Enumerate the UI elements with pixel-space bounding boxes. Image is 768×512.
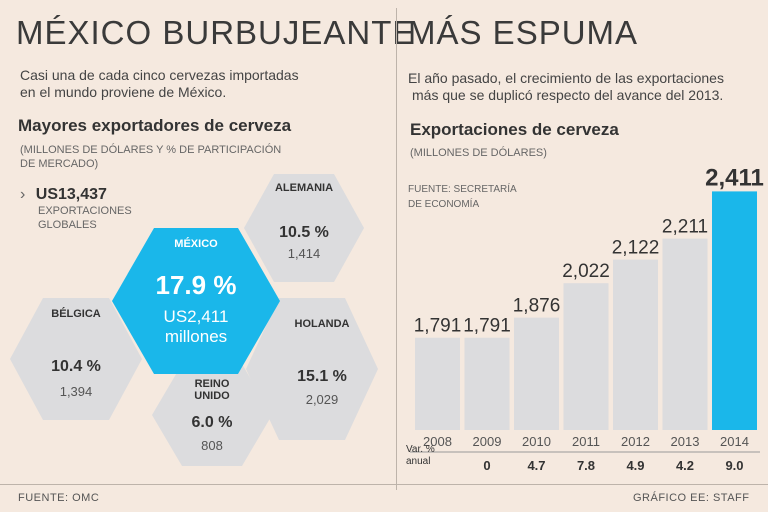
holanda-info: HOLANDA 15.1 % 2,029 [246, 318, 398, 407]
var-label: Var. % anual [406, 444, 435, 468]
global-exports-block: › US13,437 EXPORTACIONES GLOBALES [20, 186, 132, 232]
mexico-value: US2,411 [163, 307, 229, 326]
belgica-pct: 10.4 % [51, 358, 101, 375]
bar-2014 [712, 191, 757, 430]
alemania-pct: 10.5 % [279, 224, 329, 241]
x-tick-label-2010: 2010 [522, 434, 551, 449]
mexico-name: MÉXICO [174, 238, 218, 250]
x-tick-label-2008: 2008 [423, 434, 452, 449]
bar-value-label-2008: 1,791 [414, 316, 462, 337]
graphic-credit: GRÁFICO EE: STAFF [633, 492, 750, 504]
chart-source: FUENTE: SECRETARÍA DE ECONOMÍA [408, 182, 517, 212]
bar-chart: 1,791 2008 1,791 2009 0 1,876 2010 4.7 2,022 2011… [410, 164, 764, 473]
annual-change-2014: 9.0 [725, 458, 743, 473]
chart-title: Exportaciones de cerveza [410, 120, 619, 139]
belgica-info: BÉLGICA 10.4 % 1,394 [10, 308, 142, 399]
annual-change-2013: 4.2 [676, 458, 694, 473]
bar-value-label-2010: 1,876 [513, 296, 561, 317]
bar-value-label-2013: 2,211 [662, 217, 708, 238]
belgica-value: 1,394 [59, 384, 93, 399]
left-subtitle-line2: en el mundo proviene de México. [20, 84, 227, 100]
exporters-section-title: Mayores exportadores de cerveza [18, 116, 292, 135]
hex-alemania [244, 174, 364, 282]
global-label-line2: GLOBALES [38, 219, 97, 231]
reino-unido-name-line2: UNIDO [194, 390, 230, 402]
bar-value-label-2014: 2,411 [705, 164, 764, 191]
hex-reino-unido [152, 364, 272, 466]
bar-2013 [662, 238, 708, 430]
left-subtitle-line1: Casi una de cada cinco cervezas importad… [20, 67, 299, 83]
bar-2008 [415, 337, 460, 430]
x-tick-label-2014: 2014 [720, 434, 749, 449]
mexico-info: MÉXICO 17.9 % US2,411 millones [112, 238, 280, 347]
global-exports-label: EXPORTACIONES GLOBALES [38, 204, 132, 232]
exporters-note-line1: (MILLONES DE DÓLARES Y % DE PARTICIPACIÓ… [20, 144, 282, 156]
bar-2012 [613, 259, 658, 430]
bar-value-label-2009: 1,791 [463, 316, 511, 337]
chart-source-line2: DE ECONOMÍA [408, 199, 480, 210]
hex-belgica [10, 298, 142, 420]
var-label-line1: Var. % [406, 444, 435, 455]
arrow-icon: › [20, 186, 26, 203]
footer-divider [0, 484, 768, 485]
annual-change-2012: 4.9 [626, 458, 644, 473]
x-tick-label-2012: 2012 [621, 434, 650, 449]
x-tick-label-2011: 2011 [572, 434, 600, 449]
reino-unido-name-line1: REINO [194, 378, 230, 390]
reino-unido-value: 808 [201, 438, 223, 453]
global-exports-value: US13,437 [35, 186, 107, 203]
reino-unido-pct: 6.0 % [191, 414, 233, 431]
left-source: FUENTE: OMC [18, 492, 100, 504]
left-title: MÉXICO BURBUJEANTE [16, 14, 416, 51]
x-tick-label-2009: 2009 [473, 434, 502, 449]
right-subtitle: El año pasado, el crecimiento de las exp… [408, 70, 724, 104]
mexico-pct: 17.9 % [155, 270, 237, 300]
alemania-info: ALEMANIA 10.5 % 1,414 [244, 182, 364, 261]
global-label-line1: EXPORTACIONES [38, 205, 132, 217]
bar-value-label-2011: 2,022 [562, 261, 610, 282]
alemania-name: ALEMANIA [274, 182, 334, 194]
annual-change-2009: 0 [483, 458, 490, 473]
annual-change-2010: 4.7 [527, 458, 545, 473]
right-title: MÁS ESPUMA [408, 14, 639, 51]
right-subtitle-line1: El año pasado, el crecimiento de las exp… [408, 70, 724, 86]
x-tick-label-2013: 2013 [671, 434, 700, 449]
mexico-value-unit: millones [164, 327, 228, 346]
exporters-note-line2: DE MERCADO) [20, 158, 99, 170]
chart-source-line1: FUENTE: SECRETARÍA [408, 184, 517, 195]
var-label-line2: anual [406, 456, 431, 467]
right-subtitle-line2: más que se duplicó respecto del avance d… [412, 87, 724, 103]
bar-2009 [464, 337, 510, 430]
reino-unido-info: REINO UNIDO 6.0 % 808 [152, 378, 272, 453]
bar-2010 [514, 317, 559, 430]
panel-divider [396, 8, 397, 490]
exporters-section-note: (MILLONES DE DÓLARES Y % DE PARTICIPACIÓ… [20, 143, 281, 171]
belgica-name: BÉLGICA [51, 308, 101, 320]
holanda-name: HOLANDA [294, 318, 350, 330]
alemania-value: 1,414 [287, 246, 321, 261]
holanda-value: 2,029 [305, 392, 339, 407]
bar-value-label-2012: 2,122 [612, 238, 660, 259]
bar-2011 [563, 283, 609, 430]
chart-subtitle: (MILLONES DE DÓLARES) [410, 147, 547, 159]
left-subtitle: Casi una de cada cinco cervezas importad… [20, 67, 299, 101]
holanda-pct: 15.1 % [297, 368, 347, 385]
annual-change-2011: 7.8 [577, 458, 595, 473]
